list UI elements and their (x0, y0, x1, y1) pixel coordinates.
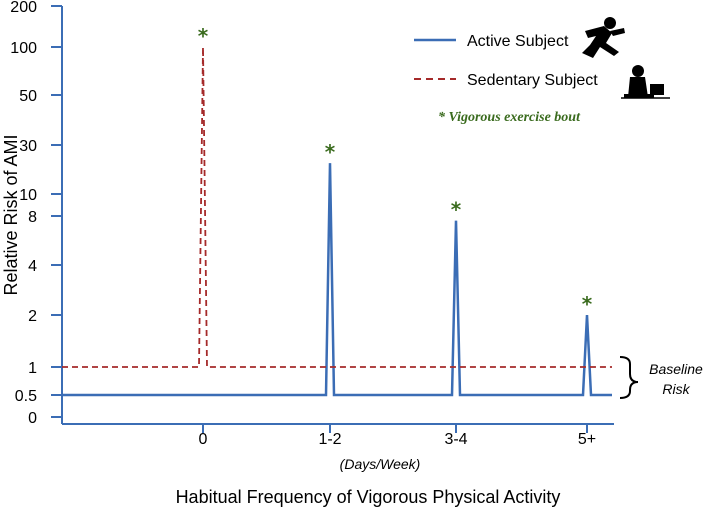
y-tick-label: 50 (19, 88, 37, 105)
x-tick-label: 0 (199, 431, 208, 448)
x-tick-label: 5+ (578, 431, 596, 448)
y-tick-label: 200 (10, 0, 37, 16)
x-axis-title: Habitual Frequency of Vigorous Physical … (176, 487, 561, 507)
y-tick-label: 0 (28, 410, 37, 427)
legend: Active Subject Sedentary Subject * Vigor… (414, 17, 670, 125)
baseline-risk-bracket: Baseline Risk (619, 356, 703, 399)
exercise-bout-star: * (325, 140, 336, 164)
y-tick-label: 1 (28, 360, 37, 377)
exercise-bout-star: * (451, 198, 462, 222)
y-tick-label: 10 (19, 187, 37, 204)
y-tick-group: 0 0.5 1 2 4 8 10 30 50 100 200 (10, 0, 62, 427)
legend-sedentary-label: Sedentary Subject (467, 72, 598, 89)
exercise-bout-star: * (198, 24, 209, 48)
y-tick-label: 100 (10, 40, 37, 57)
x-tick-group: 0 1-2 3-4 5+ (199, 424, 596, 448)
baseline-label: Baseline (649, 361, 703, 377)
star-layer: * * * * (198, 24, 593, 316)
risk-label: Risk (662, 381, 690, 397)
series-layer (62, 46, 612, 397)
y-tick-label: 0.5 (15, 388, 37, 405)
y-tick-label: 8 (28, 209, 37, 226)
y-tick-label: 4 (28, 258, 37, 275)
y-tick-label: 30 (19, 138, 37, 155)
x-tick-label: 1-2 (318, 431, 341, 448)
x-tick-label: 3-4 (444, 431, 467, 448)
x-axis-unit: (Days/Week) (340, 456, 421, 472)
bracket-shape (619, 356, 639, 399)
exercise-bout-note: * Vigorous exercise bout (438, 110, 581, 125)
legend-active-label: Active Subject (467, 33, 569, 50)
y-axis-title: Relative Risk of AMI (1, 134, 21, 295)
y-tick-label: 2 (28, 308, 37, 325)
exercise-bout-star: * (582, 292, 593, 316)
person-at-desk-icon (621, 65, 670, 99)
sedentary-series-line (62, 46, 612, 368)
runner-icon (582, 17, 625, 58)
active-series-line (62, 163, 612, 397)
